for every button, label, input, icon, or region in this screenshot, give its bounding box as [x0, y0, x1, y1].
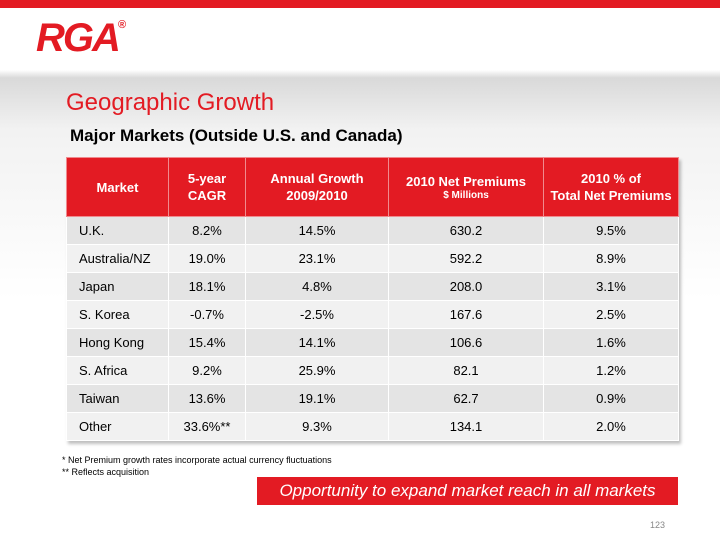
table-cell: 0.9% — [543, 384, 679, 413]
table-cell: 19.1% — [245, 384, 389, 413]
table-row: S. Africa 9.2% 25.9% 82.1 1.2% — [66, 356, 679, 385]
table-row: Hong Kong 15.4% 14.1% 106.6 1.6% — [66, 328, 679, 357]
table-cell: 9.2% — [168, 356, 246, 385]
header-label: Annual Growth — [270, 171, 364, 186]
table-cell: 14.1% — [245, 328, 389, 357]
page-title: Geographic Growth — [66, 89, 275, 116]
header-net-premiums: 2010 Net Premiums $ Millions — [388, 157, 544, 217]
table-cell: 19.0% — [168, 244, 246, 273]
markets-table: Market 5-year CAGR Annual Growth 2009/20… — [66, 157, 679, 441]
table-row: U.K. 8.2% 14.5% 630.2 9.5% — [66, 216, 679, 245]
top-accent-bar — [0, 0, 720, 8]
footnote: * Net Premium growth rates incorporate a… — [62, 455, 332, 465]
header-label: 5-year — [187, 171, 227, 186]
header-annual-growth: Annual Growth 2009/2010 — [245, 157, 389, 217]
header-label: Market — [96, 179, 139, 195]
footnote: ** Reflects acquisition — [62, 467, 150, 477]
rga-logo: RGA ® — [36, 18, 126, 58]
table-cell: 15.4% — [168, 328, 246, 357]
table-cell: 592.2 — [388, 244, 544, 273]
page-number: 123 — [650, 520, 666, 530]
table-cell: S. Korea — [66, 300, 169, 329]
table-cell: 9.5% — [543, 216, 679, 245]
table-cell: 82.1 — [388, 356, 544, 385]
callout-banner: Opportunity to expand market reach in al… — [257, 477, 678, 505]
table-cell: 13.6% — [168, 384, 246, 413]
table-row: S. Korea -0.7% -2.5% 167.6 2.5% — [66, 300, 679, 329]
table-row: Taiwan 13.6% 19.1% 62.7 0.9% — [66, 384, 679, 413]
table-cell: -2.5% — [245, 300, 389, 329]
table-cell: Japan — [66, 272, 169, 301]
logo-text: RGA — [36, 16, 121, 60]
table-cell: 14.5% — [245, 216, 389, 245]
table-cell: 167.6 — [388, 300, 544, 329]
table-cell: Australia/NZ — [66, 244, 169, 273]
table-cell: 9.3% — [245, 412, 389, 441]
table-cell: 134.1 — [388, 412, 544, 441]
table-row: Other 33.6%** 9.3% 134.1 2.0% — [66, 412, 679, 441]
table-cell: 3.1% — [543, 272, 679, 301]
table-cell: Hong Kong — [66, 328, 169, 357]
table-header-row: Market 5-year CAGR Annual Growth 2009/20… — [66, 157, 679, 217]
table-cell: 2.0% — [543, 412, 679, 441]
table-cell: -0.7% — [168, 300, 246, 329]
header-label: 2010 Net Premiums — [406, 173, 526, 189]
table-cell: 8.2% — [168, 216, 246, 245]
footnotes: * Net Premium growth rates incorporate a… — [62, 454, 332, 478]
table-cell: Taiwan — [66, 384, 169, 413]
table-cell: 18.1% — [168, 272, 246, 301]
header-label: CAGR — [187, 188, 227, 203]
header-market: Market — [66, 157, 169, 217]
table-cell: Other — [66, 412, 169, 441]
page-subtitle: Major Markets (Outside U.S. and Canada) — [70, 126, 403, 145]
header-cagr: 5-year CAGR — [168, 157, 246, 217]
table-cell: 1.2% — [543, 356, 679, 385]
table-cell: 25.9% — [245, 356, 389, 385]
table-cell: 62.7 — [388, 384, 544, 413]
table-cell: 4.8% — [245, 272, 389, 301]
table-row: Australia/NZ 19.0% 23.1% 592.2 8.9% — [66, 244, 679, 273]
table-cell: 208.0 — [388, 272, 544, 301]
table-cell: 33.6%** — [168, 412, 246, 441]
table-cell: U.K. — [66, 216, 169, 245]
registered-mark: ® — [118, 19, 127, 31]
table-cell: 630.2 — [388, 216, 544, 245]
table-row: Japan 18.1% 4.8% 208.0 3.1% — [66, 272, 679, 301]
table-cell: 106.6 — [388, 328, 544, 357]
header-label: 2009/2010 — [286, 188, 348, 203]
table-cell: S. Africa — [66, 356, 169, 385]
table-cell: 1.6% — [543, 328, 679, 357]
table-cell: 8.9% — [543, 244, 679, 273]
header-label: Total Net Premiums — [550, 188, 672, 203]
header-pct-total: 2010 % of Total Net Premiums — [543, 157, 679, 217]
table-cell: 23.1% — [245, 244, 389, 273]
table-cell: 2.5% — [543, 300, 679, 329]
header-label: 2010 % of — [581, 171, 641, 186]
header-unit: $ Millions — [443, 189, 489, 201]
